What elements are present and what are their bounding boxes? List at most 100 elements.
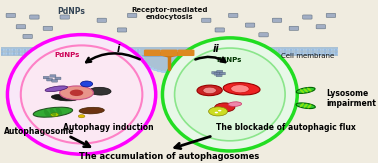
FancyBboxPatch shape [43,26,53,30]
Circle shape [51,113,59,117]
Circle shape [209,107,228,116]
Ellipse shape [56,107,62,115]
Ellipse shape [228,102,242,106]
Circle shape [249,49,254,51]
Circle shape [288,52,293,55]
Circle shape [17,52,22,55]
FancyBboxPatch shape [30,15,39,19]
Circle shape [79,49,84,51]
Circle shape [220,49,225,51]
Polygon shape [142,56,196,72]
FancyBboxPatch shape [316,25,325,29]
Ellipse shape [8,35,156,154]
Circle shape [334,49,338,51]
FancyBboxPatch shape [216,74,222,77]
Ellipse shape [307,104,311,109]
Circle shape [90,52,95,55]
Ellipse shape [44,110,50,117]
Circle shape [141,59,146,61]
Circle shape [79,52,84,55]
Ellipse shape [300,103,304,107]
Circle shape [62,49,67,51]
Circle shape [294,52,299,55]
Circle shape [68,49,73,51]
Circle shape [322,52,327,55]
Circle shape [124,52,129,55]
FancyBboxPatch shape [289,26,299,30]
Circle shape [311,49,316,51]
Circle shape [317,52,321,55]
Circle shape [305,52,310,55]
FancyBboxPatch shape [178,50,194,56]
Circle shape [74,52,78,55]
FancyBboxPatch shape [259,33,268,37]
Circle shape [271,49,276,51]
Circle shape [34,49,39,51]
Circle shape [156,70,161,72]
Text: i: i [117,44,120,54]
Circle shape [218,110,222,111]
FancyBboxPatch shape [214,73,220,75]
Circle shape [317,49,321,51]
Circle shape [226,49,231,51]
FancyBboxPatch shape [272,18,282,22]
FancyBboxPatch shape [43,76,49,79]
Circle shape [140,56,145,59]
Circle shape [266,52,271,55]
Ellipse shape [175,48,285,141]
FancyBboxPatch shape [215,28,225,32]
Text: Autophagosome: Autophagosome [4,127,74,136]
Ellipse shape [60,86,93,100]
Circle shape [149,67,154,70]
Circle shape [96,49,101,51]
FancyBboxPatch shape [55,77,61,80]
Text: Cell membrane: Cell membrane [281,53,334,59]
Circle shape [215,52,220,55]
FancyBboxPatch shape [161,50,178,56]
Circle shape [78,115,85,118]
Circle shape [260,49,265,51]
Circle shape [294,49,299,51]
Circle shape [243,52,248,55]
Circle shape [283,52,287,55]
Text: PdNPs: PdNPs [216,57,242,63]
Circle shape [204,49,208,51]
Text: PdNPs: PdNPs [57,7,85,16]
Circle shape [260,52,265,55]
Circle shape [113,49,118,51]
Circle shape [334,52,338,55]
Circle shape [305,49,310,51]
Circle shape [74,49,78,51]
Circle shape [28,49,33,51]
Circle shape [130,49,135,51]
Circle shape [11,49,16,51]
Circle shape [237,49,242,51]
Circle shape [130,52,135,55]
Circle shape [51,52,56,55]
Ellipse shape [51,94,78,101]
FancyBboxPatch shape [50,75,56,77]
FancyBboxPatch shape [127,13,137,17]
Circle shape [266,49,271,51]
Circle shape [68,52,73,55]
Ellipse shape [215,103,235,112]
Circle shape [226,52,231,55]
Circle shape [165,71,169,73]
FancyBboxPatch shape [60,15,70,19]
Circle shape [288,49,293,51]
Circle shape [198,49,203,51]
Ellipse shape [33,107,73,117]
Circle shape [153,69,158,71]
Circle shape [40,49,44,51]
FancyBboxPatch shape [212,71,218,74]
Circle shape [119,52,124,55]
Circle shape [107,52,112,55]
Circle shape [17,49,22,51]
Ellipse shape [223,83,260,95]
Circle shape [62,52,67,55]
Circle shape [193,59,198,61]
FancyBboxPatch shape [144,50,161,56]
FancyBboxPatch shape [16,25,26,29]
Ellipse shape [231,85,249,93]
Circle shape [142,61,147,64]
